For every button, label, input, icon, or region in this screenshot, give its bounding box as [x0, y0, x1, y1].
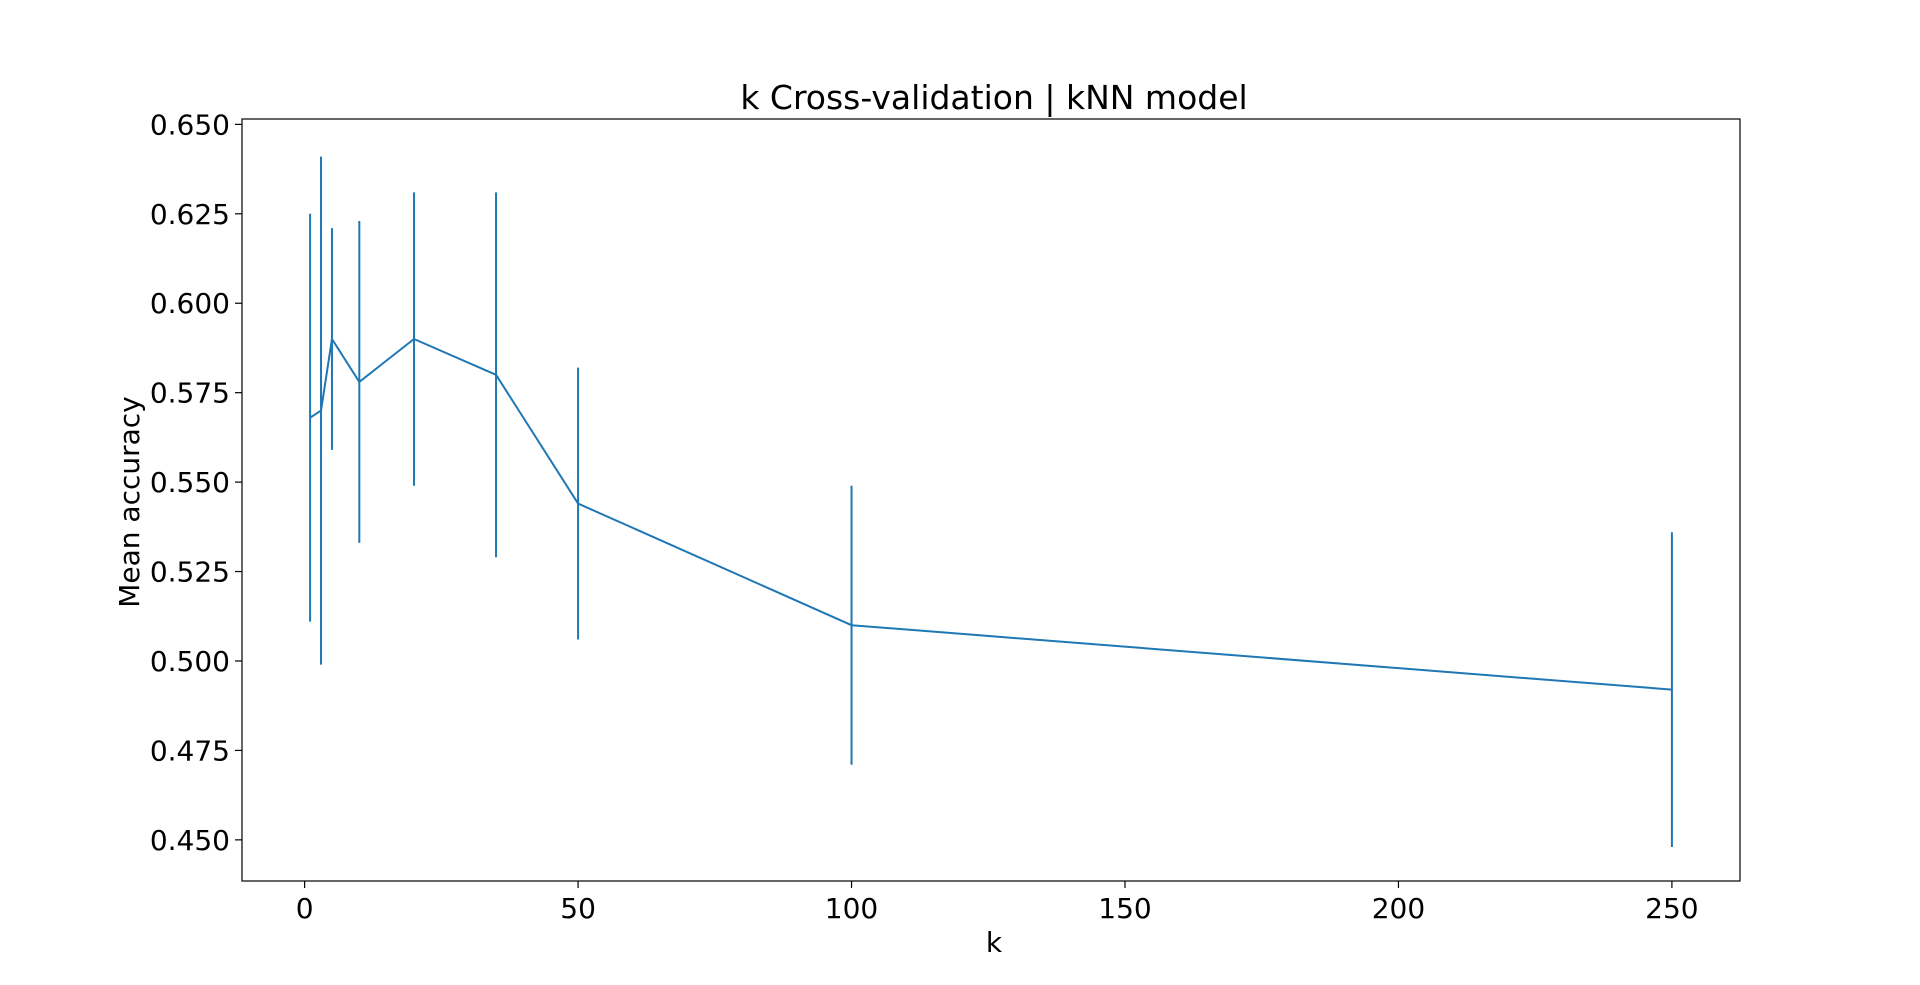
chart-title: k Cross-validation | kNN model: [740, 78, 1247, 117]
series-group: [309, 156, 1673, 848]
y-tick-label: 0.650: [150, 108, 230, 141]
y-axis-label: Mean accuracy: [113, 396, 146, 608]
x-tick-label: 0: [296, 892, 314, 925]
x-axis-ticks: 0 50 100 150 200 250: [296, 881, 1699, 925]
y-tick-label: 0.450: [150, 824, 230, 857]
y-tick-label: 0.500: [150, 645, 230, 678]
x-tick-label: 100: [825, 892, 878, 925]
y-axis-ticks: 0.450 0.475 0.500 0.525 0.550 0.575 0.600 0.625…: [150, 108, 242, 857]
x-tick-label: 50: [560, 892, 596, 925]
y-tick-label: 0.575: [150, 377, 230, 410]
series-line: [309, 338, 1672, 691]
x-tick-label: 150: [1098, 892, 1151, 925]
y-tick-label: 0.550: [150, 466, 230, 499]
x-tick-label: 200: [1372, 892, 1425, 925]
x-axis-label: k: [986, 926, 1003, 959]
y-tick-label: 0.525: [150, 556, 230, 589]
y-tick-label: 0.475: [150, 734, 230, 767]
x-tick-label: 250: [1645, 892, 1698, 925]
y-tick-label: 0.625: [150, 198, 230, 231]
plot-area: [241, 118, 1741, 882]
y-tick-label: 0.600: [150, 287, 230, 320]
axes-frame: [241, 118, 1741, 882]
